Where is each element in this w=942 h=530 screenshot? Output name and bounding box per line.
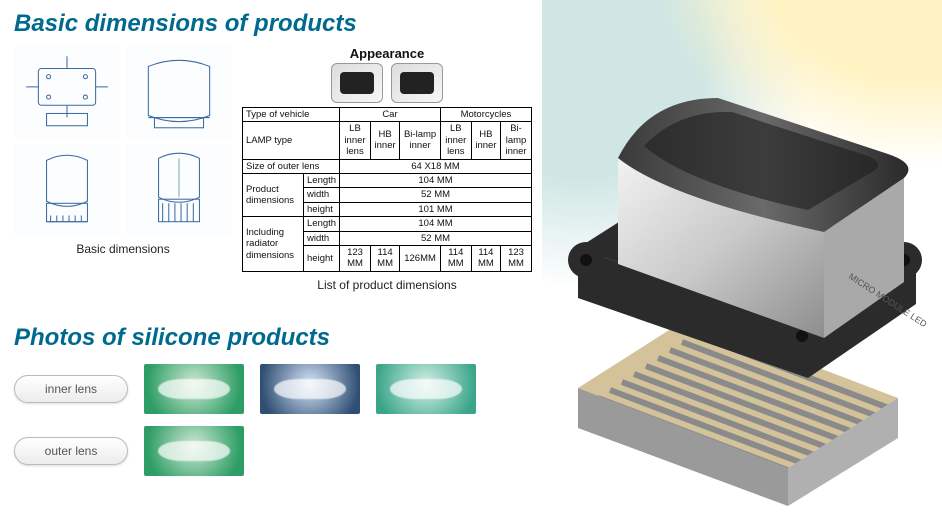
photo-row-inner: inner lens	[14, 364, 542, 414]
appearance-thumb-2	[391, 63, 443, 103]
th-car: Car	[340, 108, 441, 122]
th-motorcycles: Motorcycles	[440, 108, 531, 122]
label-inner-lens: inner lens	[14, 375, 128, 403]
th-radiator-dim: Including radiator dimensions	[243, 217, 304, 272]
th-lamp-type: LAMP type	[243, 122, 340, 159]
rad-width: 52 MM	[340, 231, 532, 245]
dimension-table: Type of vehicle Car Motorcycles LAMP typ…	[242, 107, 532, 272]
appearance-thumbs	[242, 63, 532, 103]
rad-h-0: 123 MM	[340, 245, 371, 271]
dimensions-row: Basic dimensions Appearance Type of vehi…	[14, 46, 542, 292]
prod-height: 101 MM	[340, 202, 532, 216]
rad-h-4: 114 MM	[471, 245, 500, 271]
dimension-table-wrap: Appearance Type of vehicle Car Motorcycl…	[242, 46, 532, 292]
right-column: MICRO MODULE LED	[542, 0, 942, 530]
heading-dimensions: Basic dimensions of products	[14, 10, 542, 38]
th-width-1: width	[304, 188, 340, 202]
inner-lens-photo-3	[376, 364, 476, 414]
outer-lens-size: 64 X18 MM	[340, 159, 532, 173]
lamp-2: Bi-lamp inner	[400, 122, 441, 159]
sketch-cutaway	[126, 144, 232, 236]
label-outer-lens: outer lens	[14, 437, 128, 465]
th-height-2: height	[304, 245, 340, 271]
th-length-2: Length	[304, 217, 340, 231]
outer-lens-photo-1	[144, 426, 244, 476]
caption-list-dimensions: List of product dimensions	[242, 278, 532, 292]
rad-h-3: 114 MM	[440, 245, 471, 271]
th-width-2: width	[304, 231, 340, 245]
prod-length: 104 MM	[340, 173, 532, 187]
rad-h-2: 126MM	[400, 245, 441, 271]
sketch-front	[14, 46, 120, 138]
lamp-1: HB inner	[370, 122, 399, 159]
th-vehicle-type: Type of vehicle	[243, 108, 340, 122]
photo-row-outer: outer lens	[14, 426, 542, 476]
appearance-thumb-1	[331, 63, 383, 103]
sketch-iso	[14, 144, 120, 236]
th-product-dim: Product dimensions	[243, 173, 304, 216]
inner-lens-photo-2	[260, 364, 360, 414]
rad-h-1: 114 MM	[370, 245, 399, 271]
appearance-label: Appearance	[242, 46, 532, 61]
lamp-3: LB inner lens	[440, 122, 471, 159]
rad-h-5: 123 MM	[501, 245, 532, 271]
left-column: Basic dimensions of products	[0, 0, 542, 530]
lamp-5: Bi-lamp inner	[501, 122, 532, 159]
inner-lens-photo-1	[144, 364, 244, 414]
photos-section: Photos of silicone products inner lens o…	[14, 324, 542, 476]
lamp-0: LB inner lens	[340, 122, 371, 159]
rad-length: 104 MM	[340, 217, 532, 231]
th-height-1: height	[304, 202, 340, 216]
prod-width: 52 MM	[340, 188, 532, 202]
heading-photos: Photos of silicone products	[14, 324, 542, 352]
lamp-4: HB inner	[471, 122, 500, 159]
th-outer-lens-size: Size of outer lens	[243, 159, 340, 173]
product-render: MICRO MODULE LED	[548, 38, 936, 508]
sketch-side	[126, 46, 232, 138]
dimension-sketches: Basic dimensions	[14, 46, 232, 256]
th-length-1: Length	[304, 173, 340, 187]
caption-basic-dimensions: Basic dimensions	[14, 242, 232, 256]
